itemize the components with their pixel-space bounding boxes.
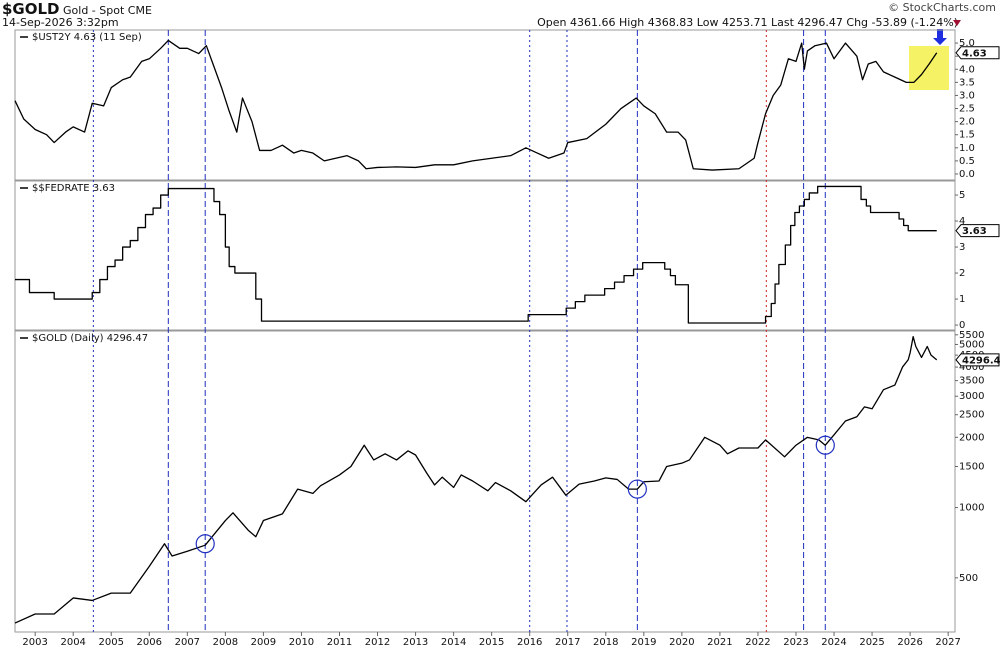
x-tick-label: 2021 <box>707 637 732 648</box>
y-tick-label: 1 <box>959 294 965 305</box>
y-tick-label: 5500 <box>959 330 984 341</box>
low-value: 4253.71 <box>721 16 768 29</box>
y-tick-label: 2500 <box>959 410 984 421</box>
series-line <box>14 336 938 624</box>
x-tick-label: 2008 <box>213 637 238 648</box>
y-tick-label: 2 <box>959 268 965 279</box>
x-tick-label: 2023 <box>783 637 808 648</box>
x-tick-label: 2007 <box>175 637 200 648</box>
timestamp: 14-Sep-2026 3:32pm <box>2 16 119 29</box>
y-tick-label: 5000 <box>959 339 984 350</box>
panel-title: $UST2Y 4.63 (11 Sep) <box>32 32 142 43</box>
symbol: $GOLD <box>2 0 60 18</box>
brand: © StockCharts.com <box>888 1 996 14</box>
open-label: Open <box>537 16 567 29</box>
y-tick-label: 3500 <box>959 376 984 387</box>
y-tick-label: 3 <box>959 242 965 253</box>
exchange: CME <box>127 4 152 17</box>
chg-pct: (-1.24%) <box>910 16 959 29</box>
y-tick-label: 4000 <box>959 362 984 373</box>
panel-frame <box>14 330 956 633</box>
x-tick-label: 2022 <box>745 637 770 648</box>
x-tick-label: 2003 <box>22 637 47 648</box>
pointer-arrow <box>933 29 947 45</box>
y-tick-label: 0.0 <box>959 169 975 180</box>
series-line <box>15 185 937 324</box>
x-tick-label: 2016 <box>517 637 542 648</box>
high-value: 4368.83 <box>647 16 694 29</box>
last-value-tag <box>955 224 1000 238</box>
highlight-circle <box>627 479 647 499</box>
x-tick-label: 2026 <box>897 637 922 648</box>
x-tick-label: 2025 <box>859 637 884 648</box>
chg-value: -53.89 <box>871 16 907 29</box>
high-label: High <box>619 16 645 29</box>
y-tick-label: 3.0 <box>959 90 975 101</box>
y-tick-label: 0 <box>959 320 965 331</box>
instrument-name: Gold - Spot <box>63 4 125 17</box>
chg-label: Chg <box>846 16 869 29</box>
y-tick-label: 3.5 <box>959 77 975 88</box>
x-tick-label: 2012 <box>365 637 390 648</box>
x-tick-label: 2018 <box>593 637 618 648</box>
last-value-label: 4.63 <box>962 48 987 59</box>
x-tick-label: 2005 <box>99 637 124 648</box>
x-tick-label: 2015 <box>479 637 504 648</box>
quote-line: Open 4361.66 High 4368.83 Low 4253.71 La… <box>537 16 958 29</box>
series-line <box>14 39 938 171</box>
y-tick-label: 4.0 <box>959 64 975 75</box>
x-tick-label: 2027 <box>935 637 960 648</box>
y-tick-label: 0.5 <box>959 156 975 167</box>
down-arrow-icon <box>953 20 961 26</box>
panel-frame <box>14 180 956 331</box>
y-tick-label: 1.5 <box>959 130 975 141</box>
y-tick-label: 2.0 <box>959 117 975 128</box>
last-value-label: 4296.47 <box>962 355 1000 366</box>
panel-frame <box>14 29 956 181</box>
open-value: 4361.66 <box>570 16 616 29</box>
header-left: $GOLD Gold - Spot CME <box>2 0 152 18</box>
y-tick-label: 5.0 <box>959 38 975 49</box>
highlight-circle <box>195 534 215 554</box>
y-tick-label: 3000 <box>959 391 984 402</box>
last-value: 4296.47 <box>797 16 843 29</box>
y-tick-label: 1000 <box>959 503 984 514</box>
x-tick-label: 2019 <box>631 637 656 648</box>
y-tick-label: 2.5 <box>959 104 975 115</box>
panel-title: $$FEDRATE 3.63 <box>32 183 115 194</box>
x-tick-label: 2009 <box>251 637 276 648</box>
x-tick-label: 2006 <box>137 637 162 648</box>
y-tick-label: 4 <box>959 216 965 227</box>
x-tick-label: 2010 <box>289 637 314 648</box>
x-tick-label: 2011 <box>327 637 352 648</box>
low-label: Low <box>696 16 719 29</box>
highlight-circle <box>815 435 835 455</box>
last-label: Last <box>770 16 794 29</box>
y-tick-label: 1.0 <box>959 143 975 154</box>
x-tick-label: 2013 <box>403 637 428 648</box>
last-value-tag <box>955 353 1000 367</box>
y-tick-label: 5 <box>959 190 965 201</box>
x-tick-label: 2024 <box>821 637 846 648</box>
highlight-box <box>909 46 949 90</box>
last-value-tag <box>955 46 1000 60</box>
x-tick-label: 2020 <box>669 637 694 648</box>
y-tick-label: 1500 <box>959 461 984 472</box>
x-tick-label: 2004 <box>60 637 85 648</box>
x-tick-label: 2014 <box>441 637 466 648</box>
last-value-label: 3.63 <box>962 226 987 237</box>
y-tick-label: 2000 <box>959 432 984 443</box>
panel-title: $GOLD (Daily) 4296.47 <box>32 333 148 344</box>
y-tick-label: 500 <box>959 573 978 584</box>
x-tick-label: 2017 <box>555 637 580 648</box>
